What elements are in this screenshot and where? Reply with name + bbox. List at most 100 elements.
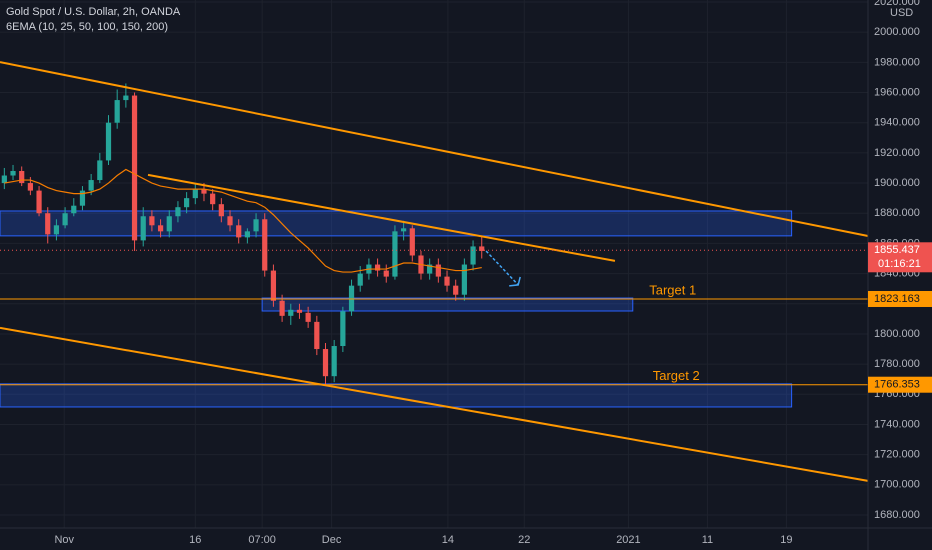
ema-line	[4, 168, 482, 273]
candle-body	[1, 175, 7, 184]
y-tick-label: 1680.000	[874, 509, 920, 521]
y-tick-label: 1940.000	[874, 117, 920, 129]
arrow	[485, 250, 519, 286]
candle-body	[392, 231, 398, 277]
zone	[0, 383, 793, 408]
candle-body	[97, 160, 103, 181]
y-tick-label: 1900.000	[874, 177, 920, 189]
candle-body	[470, 246, 476, 265]
trend-line	[147, 173, 616, 262]
candle-body	[149, 216, 155, 226]
level-text: Target 1	[649, 282, 696, 297]
level-label-bg	[868, 290, 932, 307]
current-price-bg	[868, 242, 932, 273]
candle-body	[461, 264, 467, 295]
candle-body	[288, 309, 294, 316]
candle-body	[331, 346, 337, 377]
y-tick-label: 2000.000	[874, 26, 920, 38]
candle-body	[435, 264, 441, 277]
candle-body	[166, 216, 172, 232]
candle-body	[131, 95, 138, 241]
candle-body	[314, 321, 320, 350]
candle-body	[79, 190, 86, 206]
candle-body	[270, 270, 277, 301]
y-tick-label: 1700.000	[874, 479, 920, 491]
candle-body	[427, 264, 433, 274]
candle-body	[296, 309, 303, 313]
candle-body	[157, 225, 164, 232]
countdown-label: 01:16:21	[878, 258, 921, 270]
trend-line	[0, 326, 869, 482]
candle-body	[19, 170, 25, 184]
level-text: Target 2	[653, 368, 700, 383]
candle-body	[409, 228, 415, 256]
candle-body	[62, 213, 68, 226]
candle-body	[201, 189, 207, 194]
y-tick-label: 2020.000	[874, 0, 920, 8]
current-price-label: 1855.437	[874, 244, 920, 256]
price-axis: 1680.0001700.0001720.0001740.0001760.000…	[868, 0, 932, 521]
candle-body	[244, 231, 250, 238]
candle-body	[71, 205, 77, 214]
candle-body	[383, 270, 389, 277]
candle-body	[53, 225, 60, 235]
level-label: 1766.353	[874, 379, 920, 391]
y-tick-label: 1740.000	[874, 418, 920, 430]
level-label-bg	[868, 376, 932, 393]
candle-body	[10, 170, 16, 176]
candle-body	[262, 219, 268, 271]
candle-body	[401, 228, 407, 232]
level-label: 1823.163	[874, 293, 920, 305]
y-tick-label: 1780.000	[874, 358, 920, 370]
indicator-legend: 6EMA (10, 25, 50, 100, 150, 200)	[6, 21, 168, 33]
x-tick-label: 2021	[616, 534, 640, 546]
plot: Target 1 Target 2	[0, 61, 869, 482]
candle-body	[45, 213, 51, 235]
candle-body	[123, 95, 129, 101]
candle-body	[305, 312, 311, 322]
y-tick-label: 1800.000	[874, 328, 920, 340]
candle-body	[322, 349, 329, 377]
candle-body	[253, 219, 259, 232]
candle-body	[184, 198, 190, 208]
candle-body	[479, 246, 485, 251]
x-tick-label: 07:00	[248, 534, 276, 546]
candle-body	[210, 193, 216, 205]
trend-line	[0, 61, 869, 237]
candle-body	[218, 204, 224, 217]
candle-body	[348, 285, 355, 312]
currency-label: USD	[890, 7, 913, 19]
candle-body	[357, 273, 363, 286]
candle-body	[340, 311, 346, 347]
candle-body	[105, 122, 112, 161]
candle-body	[444, 276, 450, 286]
y-tick-label: 1960.000	[874, 86, 920, 98]
candle-body	[192, 189, 198, 199]
candle-body	[88, 180, 94, 191]
x-tick-label: 16	[189, 534, 201, 546]
x-tick-label: 19	[780, 534, 792, 546]
candle-body	[114, 100, 120, 123]
grid	[0, 0, 868, 528]
x-tick-label: 14	[442, 534, 454, 546]
zone	[261, 297, 634, 312]
candle-body	[227, 216, 233, 226]
candle-body	[236, 225, 242, 238]
x-tick-label: 22	[518, 534, 530, 546]
candle-body	[36, 190, 42, 214]
y-tick-label: 1920.000	[874, 147, 920, 159]
x-tick-label: 11	[702, 534, 713, 546]
candle-body	[279, 300, 285, 316]
x-tick-label: Dec	[322, 534, 342, 546]
candle-body	[27, 183, 33, 191]
chart-title: Gold Spot / U.S. Dollar, 2h, OANDA	[6, 6, 181, 18]
candle-body	[374, 264, 381, 271]
y-tick-label: 1980.000	[874, 56, 920, 68]
y-tick-label: 1720.000	[874, 449, 920, 461]
x-tick-label: Nov	[54, 534, 74, 546]
arrow-head	[509, 276, 521, 287]
candle-body	[140, 216, 146, 241]
y-tick-label: 1880.000	[874, 207, 920, 219]
candle-body	[453, 285, 459, 295]
